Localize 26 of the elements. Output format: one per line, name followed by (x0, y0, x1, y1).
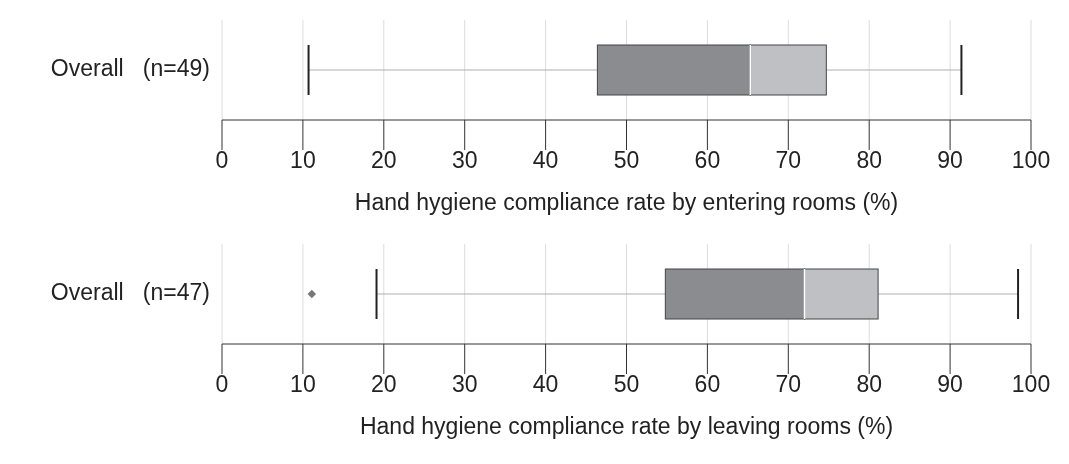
x-tick-label: 60 (694, 371, 721, 398)
x-tick-label: 40 (532, 371, 559, 398)
x-tick-label: 0 (215, 371, 229, 398)
x-tick-label: 50 (613, 147, 640, 174)
x-tick-label: 30 (451, 147, 478, 174)
y-tick-label: Overall (n=49) (50, 55, 210, 82)
x-tick-label: 20 (371, 371, 397, 398)
x-tick-label: 10 (290, 371, 316, 398)
x-tick-label: 100 (1011, 371, 1051, 398)
x-tick-label: 70 (775, 147, 802, 174)
x-tick-label: 70 (775, 371, 802, 398)
x-tick-label: 30 (451, 371, 478, 398)
x-tick-label: 0 (215, 147, 229, 174)
x-tick-label: 80 (856, 371, 882, 398)
x-tick-label: 40 (532, 147, 559, 174)
x-tick-label: 100 (1011, 147, 1051, 174)
y-tick-label: Overall (n=47) (50, 279, 210, 306)
x-axis-title: Hand hygiene compliance rate by leaving rooms (%) (359, 413, 894, 439)
x-axis-title: Hand hygiene compliance rate by entering rooms (%) (354, 189, 899, 215)
x-tick-label: 10 (290, 147, 316, 174)
x-tick-label: 90 (937, 371, 963, 398)
x-tick-label: 50 (613, 371, 640, 398)
x-tick-label: 20 (371, 147, 397, 174)
x-tick-label: 60 (694, 147, 721, 174)
x-tick-label: 90 (937, 147, 963, 174)
x-tick-label: 80 (856, 147, 882, 174)
